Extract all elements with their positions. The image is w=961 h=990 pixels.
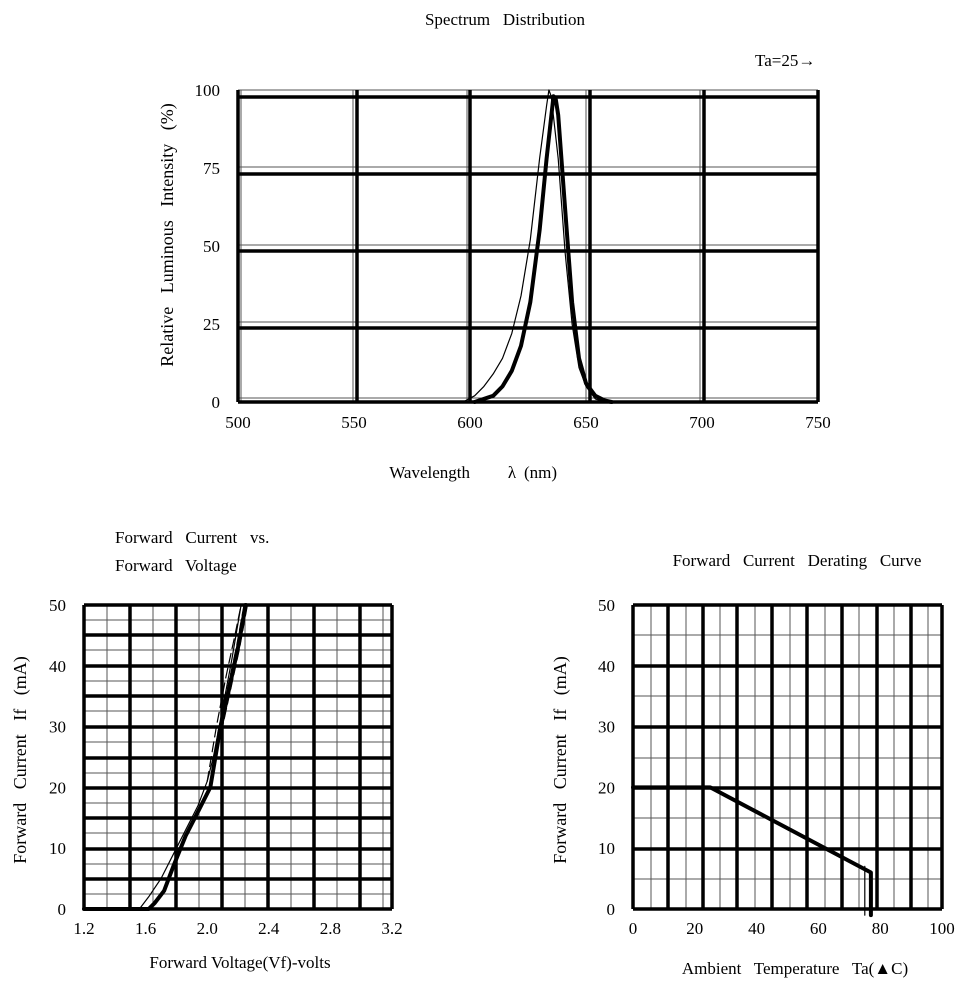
iv-x-tick-label: 2.4: [258, 919, 280, 938]
spectrum-x-tick-label: 750: [805, 413, 831, 432]
spectrum-x-tick-label: 600: [457, 413, 483, 432]
spectrum-x-tick-label: 500: [225, 413, 251, 432]
derating-x-axis-label: Ambient Temperature Ta(▲C): [682, 959, 908, 978]
derating-x-tick-label: 80: [872, 919, 889, 938]
iv-y-axis-label: Forward Current If (mA): [10, 656, 31, 863]
iv-series-thin-dash: [206, 604, 242, 782]
derating-title: Forward Current Derating Curve: [673, 551, 922, 570]
derating-x-tick-label: 0: [629, 919, 638, 938]
iv-series-thin: [138, 604, 242, 910]
spectrum-y-tick-label: 0: [212, 393, 221, 412]
spectrum-x-tick-label: 700: [689, 413, 715, 432]
derating-x-tick-label: 60: [810, 919, 827, 938]
spectrum-chart: Spectrum Distribution Ta=25→ Relative Lu…: [157, 10, 831, 482]
spectrum-annotation: Ta=25→: [755, 51, 815, 70]
spectrum-series-thin: [462, 89, 606, 403]
derating-y-tick-label: 50: [598, 596, 615, 615]
spectrum-series-thick: [472, 94, 614, 404]
derating-chart: Forward Current Derating Curve Forward C…: [550, 551, 955, 978]
derating-series-thick: [631, 785, 873, 918]
iv-chart: Forward Current vs. Forward Voltage Forw…: [10, 528, 403, 972]
iv-title-line-1: Forward Current vs.: [115, 528, 269, 547]
iv-x-tick-label: 1.2: [73, 919, 94, 938]
iv-title-line-2: Forward Voltage: [115, 556, 237, 575]
derating-x-tick-label: 100: [929, 919, 955, 938]
derating-y-tick-label: 40: [598, 657, 615, 676]
iv-y-tick-label: 30: [49, 718, 66, 737]
iv-x-tick-label: 1.6: [135, 919, 156, 938]
iv-y-tick-label: 40: [49, 657, 66, 676]
iv-x-tick-label: 3.2: [381, 919, 402, 938]
derating-y-tick-label: 0: [607, 900, 616, 919]
spectrum-lambda-symbol: λ: [508, 463, 517, 482]
derating-y-axis-label: Forward Current If (mA): [550, 656, 571, 863]
spectrum-x-axis-label: Wavelength: [389, 463, 470, 482]
iv-y-tick-label: 50: [49, 596, 66, 615]
iv-x-axis-label: Forward Voltage(Vf)-volts: [149, 953, 330, 972]
spectrum-x-axis-unit: (nm): [524, 463, 557, 482]
spectrum-y-tick-label: 100: [195, 81, 221, 100]
derating-y-tick-label: 30: [598, 718, 615, 737]
iv-x-tick-label: 2.8: [320, 919, 341, 938]
iv-series-thick-dash: [217, 602, 248, 735]
spectrum-y-tick-label: 75: [203, 159, 220, 178]
spectrum-y-axis-label: Relative Luminous Intensity (%): [157, 103, 178, 366]
spectrum-y-tick-label: 25: [203, 315, 220, 334]
spectrum-x-tick-label: 650: [573, 413, 599, 432]
spectrum-title: Spectrum Distribution: [425, 10, 586, 29]
derating-x-tick-label: 20: [686, 919, 703, 938]
spectrum-y-tick-label: 50: [203, 237, 220, 256]
spectrum-x-tick-label: 550: [341, 413, 367, 432]
iv-y-tick-label: 0: [58, 900, 67, 919]
derating-x-tick-label: 40: [748, 919, 765, 938]
derating-y-tick-label: 20: [598, 778, 615, 797]
iv-y-tick-label: 10: [49, 839, 66, 858]
derating-y-tick-label: 10: [598, 839, 615, 858]
iv-x-tick-label: 2.0: [197, 919, 218, 938]
iv-y-tick-label: 20: [49, 778, 66, 797]
